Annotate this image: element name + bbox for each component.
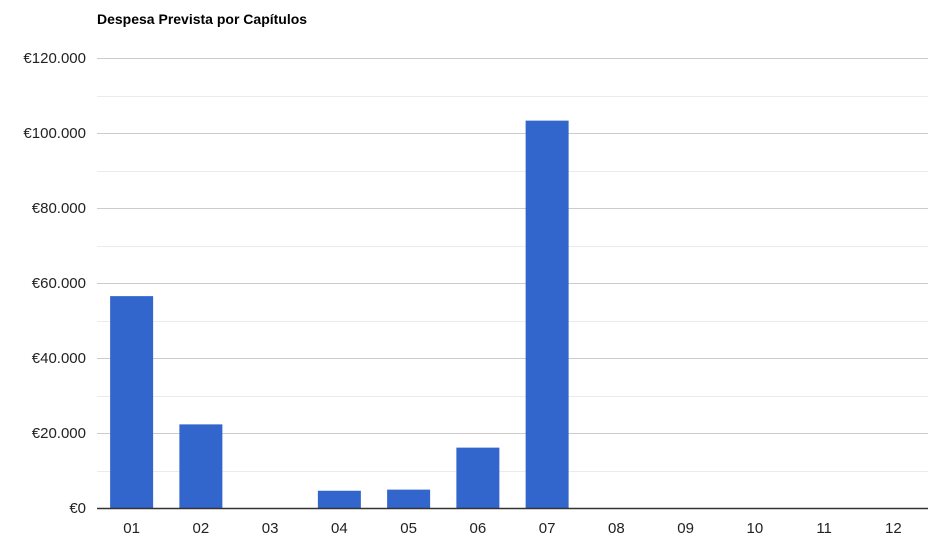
bar-05 bbox=[387, 489, 431, 508]
x-tick-label: 01 bbox=[123, 520, 140, 537]
bar-02 bbox=[179, 424, 223, 508]
y-tick-label: €120.000 bbox=[23, 50, 86, 67]
bar-07 bbox=[525, 120, 569, 508]
y-tick-label: €100.000 bbox=[23, 125, 86, 142]
x-tick-label: 07 bbox=[539, 520, 556, 537]
x-tick-label: 03 bbox=[262, 520, 279, 537]
y-tick-label: €60.000 bbox=[32, 275, 86, 292]
x-tick-label: 02 bbox=[193, 520, 210, 537]
x-tick-label: 11 bbox=[816, 520, 832, 537]
x-tick-label: 09 bbox=[677, 520, 694, 537]
bar-06 bbox=[456, 447, 500, 508]
x-tick-label: 06 bbox=[470, 520, 487, 537]
x-tick-label: 12 bbox=[885, 520, 902, 537]
x-tick-label: 04 bbox=[331, 520, 348, 537]
y-tick-label: €20.000 bbox=[32, 425, 86, 442]
chart-title: Despesa Prevista por Capítulos bbox=[97, 11, 308, 27]
bar-04 bbox=[317, 490, 361, 508]
y-tick-label: €80.000 bbox=[32, 200, 86, 217]
y-tick-label: €0 bbox=[69, 500, 86, 517]
bar-01 bbox=[110, 296, 154, 508]
y-tick-label: €40.000 bbox=[32, 350, 86, 367]
x-tick-label: 08 bbox=[608, 520, 625, 537]
x-tick-label: 05 bbox=[400, 520, 417, 537]
x-tick-label: 10 bbox=[747, 520, 764, 537]
